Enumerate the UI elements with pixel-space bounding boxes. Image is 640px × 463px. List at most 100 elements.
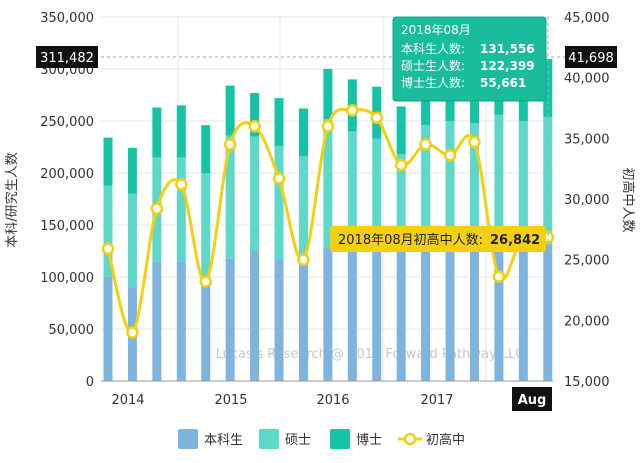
bar-bachelor[interactable] — [298, 258, 308, 381]
line-point[interactable] — [346, 104, 359, 117]
legend-label: 博士 — [356, 433, 382, 448]
bar-doctor[interactable] — [103, 137, 113, 186]
bar-doctor[interactable] — [127, 148, 137, 194]
line-point[interactable] — [272, 172, 286, 185]
bar-master[interactable] — [347, 131, 357, 246]
line-point[interactable] — [492, 270, 506, 283]
line-point[interactable] — [443, 149, 457, 162]
tooltip-title: 2018年08月 — [401, 23, 471, 37]
bar-master[interactable] — [469, 123, 479, 248]
bars — [103, 58, 553, 381]
bar-master[interactable] — [225, 135, 235, 259]
y-left-tick-label: 100,000 — [40, 271, 94, 286]
bar-doctor[interactable] — [396, 106, 406, 155]
bar-bachelor[interactable] — [372, 251, 382, 381]
bar-master[interactable] — [421, 125, 431, 248]
bar-master[interactable] — [396, 154, 406, 248]
bar-doctor[interactable] — [201, 125, 211, 173]
x-highlight-bg — [512, 387, 552, 411]
bar-bachelor[interactable] — [518, 245, 528, 381]
bar-master[interactable] — [176, 157, 186, 262]
line-tooltip-bg — [330, 226, 546, 252]
bar-bachelor[interactable] — [323, 247, 333, 381]
y-right-tick-label: 15,000 — [564, 375, 610, 390]
line-tooltip-value: 26,842 — [490, 233, 540, 248]
bar-master[interactable] — [494, 114, 504, 248]
y-left-tick-label: 250,000 — [40, 115, 94, 130]
bar-doctor[interactable] — [176, 105, 186, 158]
legend-line-marker[interactable] — [403, 432, 417, 446]
bar-master[interactable] — [274, 145, 284, 259]
bar-bachelor[interactable] — [250, 251, 260, 381]
legend-label: 硕士 — [285, 433, 311, 448]
bar-bachelor[interactable] — [152, 261, 162, 381]
legend-label: 初高中 — [426, 432, 465, 448]
bar-master[interactable] — [250, 136, 260, 251]
x-tick-label: 2016 — [316, 393, 349, 408]
y-left-tick-label: 50,000 — [49, 323, 95, 338]
bar-bachelor[interactable] — [445, 245, 455, 381]
line-point[interactable] — [370, 111, 384, 124]
x-tick-label: 2017 — [420, 393, 453, 408]
bar-master[interactable] — [201, 173, 211, 286]
line-point[interactable] — [175, 178, 188, 191]
line-point[interactable] — [321, 119, 335, 133]
bar-master[interactable] — [103, 185, 113, 277]
line-tooltip: 2018年08月初高中人数: 26,842 — [330, 226, 546, 252]
y-left-tick-label: 0 — [86, 375, 94, 390]
y-right-tick-label: 25,000 — [564, 254, 610, 269]
bar-doctor[interactable] — [250, 92, 260, 137]
line-point[interactable] — [150, 202, 164, 215]
bar-bachelor[interactable] — [347, 245, 357, 381]
bar-bachelor[interactable] — [274, 258, 284, 381]
legend-label: 本科生 — [204, 433, 243, 448]
line-point[interactable] — [101, 242, 115, 255]
line-point[interactable] — [468, 135, 481, 149]
line-point[interactable] — [223, 138, 237, 151]
bar-doctor[interactable] — [323, 69, 333, 119]
bar-doctor[interactable] — [543, 58, 553, 117]
y-right-axis-title: 初高中人数 — [620, 167, 636, 232]
x-tick-label: 2014 — [111, 393, 144, 408]
line-point[interactable] — [199, 275, 212, 288]
y-right-tick-label: 40,000 — [564, 72, 610, 87]
y-right-tick-label: 45,000 — [564, 11, 610, 26]
legend-swatch[interactable] — [178, 429, 198, 449]
line-point[interactable] — [419, 138, 432, 151]
x-tick-label: 2015 — [214, 393, 247, 408]
bar-master[interactable] — [127, 193, 137, 288]
line-tooltip-label: 2018年08月初高中人数: — [338, 232, 483, 248]
bar-bachelor[interactable] — [176, 261, 186, 381]
bar-doctor[interactable] — [298, 108, 308, 157]
bar-bachelor[interactable] — [494, 247, 504, 381]
tooltip-row-label: 博士生人数: — [401, 75, 465, 90]
bar-bachelor[interactable] — [201, 285, 211, 381]
bar-bachelor[interactable] — [421, 247, 431, 381]
y-right-tick-label: 35,000 — [564, 132, 610, 147]
legend-swatch[interactable] — [330, 429, 350, 449]
bar-doctor[interactable] — [274, 98, 284, 146]
bar-bachelor[interactable] — [225, 258, 235, 381]
crosshair-left-label: 311,482 — [40, 51, 94, 66]
bar-bachelor[interactable] — [103, 277, 113, 381]
bar-master[interactable] — [323, 118, 333, 248]
bar-doctor[interactable] — [152, 107, 162, 158]
y-left-axis-title: 本科/研究生人数 — [5, 152, 20, 247]
bar-bachelor[interactable] — [469, 247, 479, 381]
bar-master[interactable] — [445, 121, 455, 246]
y-left-tick-label: 200,000 — [40, 167, 94, 182]
line-point[interactable] — [394, 158, 408, 172]
y-right-tick-label: 20,000 — [564, 314, 610, 329]
line-point[interactable] — [248, 119, 261, 133]
bar-doctor[interactable] — [225, 85, 235, 136]
line-point[interactable] — [297, 253, 310, 266]
legend-swatch[interactable] — [259, 429, 279, 449]
tooltip-bg — [392, 16, 547, 102]
line-point[interactable] — [126, 326, 139, 339]
bar-bachelor[interactable] — [396, 247, 406, 381]
bar-master[interactable] — [372, 138, 382, 251]
bar-master[interactable] — [518, 121, 528, 246]
bar-master[interactable] — [298, 156, 308, 259]
